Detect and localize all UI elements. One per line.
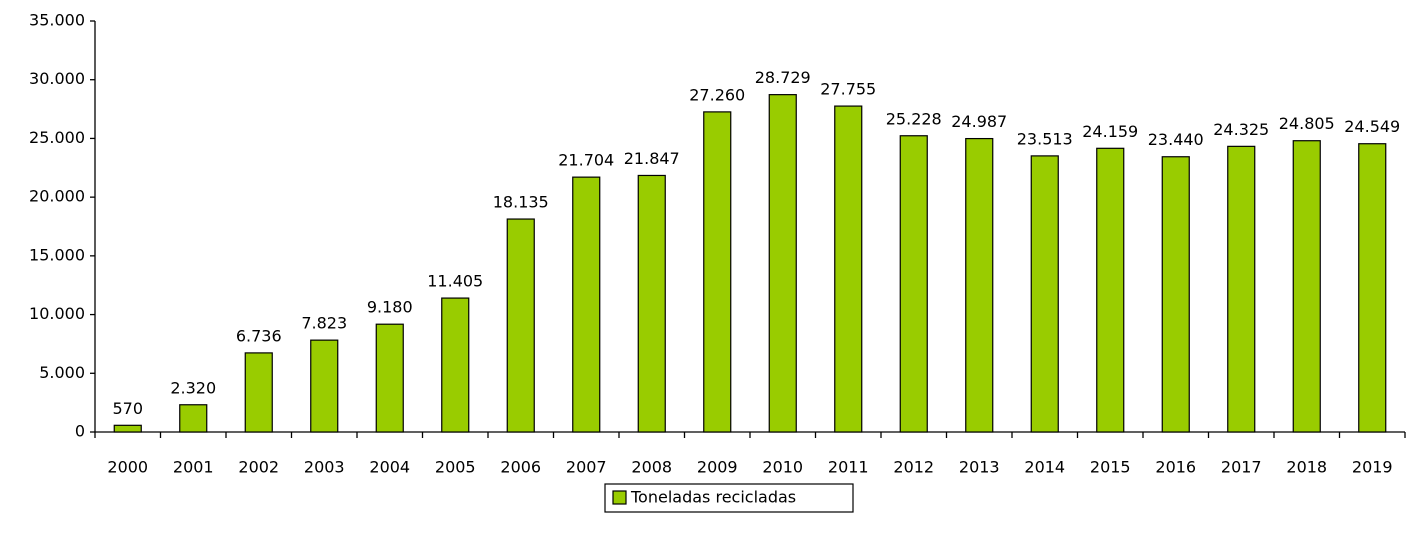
x-tick-label: 2016	[1155, 458, 1196, 477]
data-label: 27.260	[689, 85, 745, 104]
bar	[244, 352, 273, 433]
y-tick-label: 10.000	[29, 304, 85, 323]
bar	[375, 323, 404, 433]
data-label: 570	[112, 399, 143, 418]
x-tick-label: 2012	[893, 458, 934, 477]
data-label: 18.135	[493, 193, 549, 212]
bar	[834, 105, 863, 433]
legend-box	[604, 483, 854, 513]
bar	[506, 218, 535, 433]
x-tick-label: 2002	[238, 458, 279, 477]
data-label: 24.325	[1213, 120, 1269, 139]
x-tick-label: 2000	[107, 458, 148, 477]
x-tick-label: 2013	[959, 458, 1000, 477]
bar	[441, 297, 470, 433]
bar	[572, 176, 601, 433]
data-label: 21.704	[558, 151, 614, 170]
x-tick-label: 2018	[1286, 458, 1327, 477]
data-label: 25.228	[886, 109, 942, 128]
bar	[1030, 155, 1059, 433]
bar	[310, 339, 339, 433]
bar	[1292, 140, 1321, 433]
data-label: 6.736	[236, 326, 282, 345]
data-label: 9.180	[367, 298, 413, 317]
y-tick-label: 0	[75, 422, 85, 441]
x-tick-label: 2019	[1352, 458, 1393, 477]
bar	[1161, 156, 1190, 433]
bar	[1227, 145, 1256, 433]
legend-swatch	[612, 490, 627, 505]
data-label: 24.987	[951, 112, 1007, 131]
bar	[965, 137, 994, 433]
x-tick-label: 2003	[304, 458, 345, 477]
data-label: 24.805	[1279, 114, 1335, 133]
y-tick-label: 5.000	[39, 363, 85, 382]
bar	[703, 111, 732, 433]
data-label: 11.405	[427, 272, 483, 291]
bar	[1358, 143, 1387, 433]
bar	[768, 94, 797, 433]
data-label: 21.847	[624, 149, 680, 168]
x-tick-label: 2001	[173, 458, 214, 477]
bar	[179, 404, 208, 433]
data-label: 24.159	[1082, 122, 1138, 141]
data-label: 7.823	[301, 314, 347, 333]
y-tick-label: 15.000	[29, 245, 85, 264]
data-label: 28.729	[755, 68, 811, 87]
x-tick-label: 2004	[369, 458, 410, 477]
bar	[1096, 147, 1125, 433]
bar	[113, 424, 142, 433]
y-tick-label: 25.000	[29, 128, 85, 147]
x-tick-label: 2010	[762, 458, 803, 477]
data-label: 2.320	[170, 378, 216, 397]
x-tick-label: 2014	[1024, 458, 1065, 477]
y-tick-label: 30.000	[29, 69, 85, 88]
legend-label: Toneladas recicladas	[630, 488, 796, 507]
bar	[637, 174, 666, 433]
data-label: 23.513	[1017, 129, 1073, 148]
x-tick-label: 2007	[566, 458, 607, 477]
data-label: 27.755	[820, 80, 876, 99]
x-tick-label: 2015	[1090, 458, 1131, 477]
x-tick-label: 2017	[1221, 458, 1262, 477]
x-tick-label: 2005	[435, 458, 476, 477]
data-label: 24.549	[1344, 117, 1400, 136]
y-tick-label: 20.000	[29, 187, 85, 206]
y-tick-label: 35.000	[29, 11, 85, 30]
x-tick-label: 2006	[500, 458, 541, 477]
x-tick-label: 2011	[828, 458, 869, 477]
data-label: 23.440	[1148, 130, 1204, 149]
x-tick-label: 2008	[631, 458, 672, 477]
x-tick-label: 2009	[697, 458, 738, 477]
bar	[899, 135, 928, 433]
